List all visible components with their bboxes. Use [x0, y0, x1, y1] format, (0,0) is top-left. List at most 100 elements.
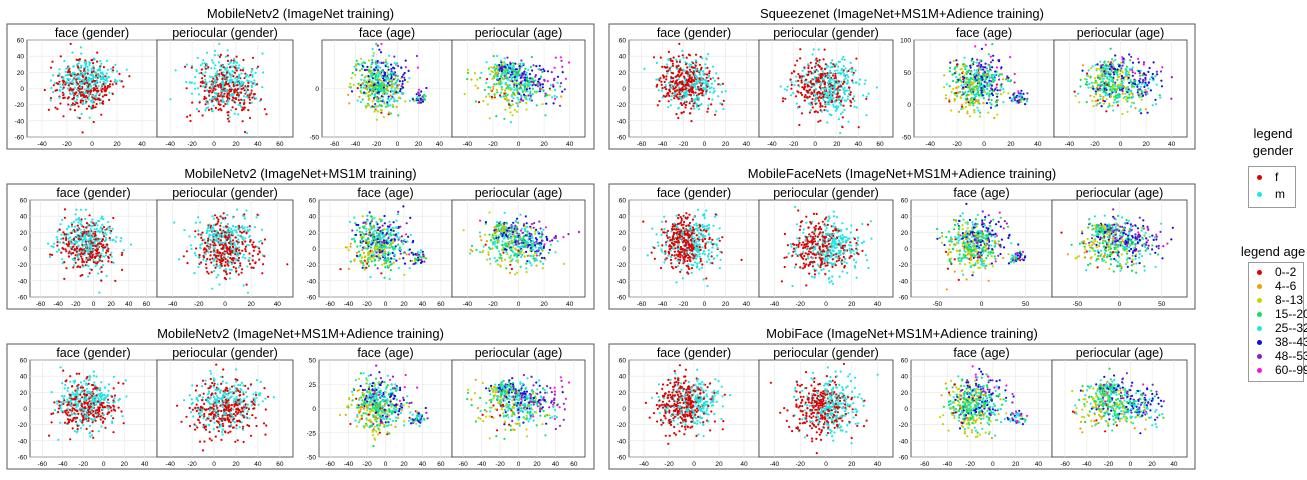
data-point	[109, 238, 112, 242]
data-point	[93, 234, 96, 238]
data-point	[418, 93, 421, 96]
data-point	[245, 132, 248, 135]
data-point	[819, 119, 822, 122]
data-point	[1095, 93, 1098, 96]
data-point	[261, 86, 264, 89]
data-point	[199, 64, 202, 67]
y-tick-label: -40	[18, 278, 28, 285]
data-point	[76, 236, 79, 239]
data-point	[389, 94, 392, 97]
data-point	[89, 228, 92, 231]
data-point	[779, 85, 782, 88]
x-tick-label: -40	[767, 141, 777, 148]
data-point	[229, 89, 233, 93]
data-point	[658, 79, 661, 82]
data-point	[706, 82, 709, 85]
data-point	[1139, 85, 1142, 88]
data-point	[52, 245, 55, 249]
data-point	[673, 84, 676, 87]
data-point	[242, 253, 245, 256]
data-point	[530, 55, 533, 59]
data-point	[389, 73, 392, 76]
data-point	[957, 78, 960, 81]
data-point	[60, 237, 63, 240]
data-point	[80, 87, 84, 90]
data-point	[190, 66, 193, 69]
data-point	[193, 87, 196, 90]
data-point	[560, 95, 563, 98]
data-point	[503, 92, 506, 95]
data-point	[218, 75, 221, 78]
data-point	[88, 92, 91, 95]
data-point	[717, 83, 720, 86]
data-point	[498, 80, 501, 83]
data-point	[386, 89, 389, 92]
data-point	[424, 95, 427, 98]
data-point	[1085, 100, 1088, 104]
data-point	[849, 93, 852, 96]
data-point	[800, 77, 803, 80]
data-point	[843, 108, 846, 112]
data-point	[959, 96, 962, 99]
data-point	[1131, 66, 1134, 69]
data-point	[395, 63, 398, 66]
data-point	[86, 96, 89, 99]
data-point	[104, 75, 107, 78]
data-point	[513, 79, 516, 82]
data-point	[660, 80, 663, 83]
data-point	[49, 99, 52, 102]
data-point	[667, 100, 670, 103]
data-point	[96, 87, 99, 90]
data-point	[975, 61, 978, 64]
data-point	[536, 85, 540, 88]
data-point	[77, 244, 80, 247]
data-point	[692, 105, 695, 108]
data-point	[694, 53, 698, 56]
data-point	[236, 67, 239, 70]
data-point	[63, 208, 67, 211]
data-point	[222, 71, 225, 74]
data-point	[505, 97, 508, 100]
data-point	[100, 76, 104, 79]
data-point	[525, 71, 528, 74]
data-point	[65, 80, 68, 83]
data-point	[690, 66, 694, 69]
data-point	[102, 255, 105, 258]
data-point	[848, 86, 851, 89]
data-point	[463, 92, 466, 96]
data-point	[219, 53, 222, 57]
data-point	[83, 82, 86, 86]
data-point	[1004, 78, 1008, 81]
data-point	[242, 102, 245, 106]
data-point	[510, 95, 513, 98]
data-point	[92, 68, 95, 71]
data-point	[494, 67, 498, 70]
data-point	[829, 69, 832, 72]
data-point	[828, 71, 831, 75]
data-point	[222, 85, 225, 88]
data-point	[552, 102, 555, 105]
data-point	[707, 104, 710, 107]
data-point	[401, 80, 404, 83]
data-point	[248, 262, 251, 265]
data-point	[70, 225, 73, 228]
x-tick-label: -20	[62, 141, 72, 148]
data-point	[99, 238, 102, 241]
data-point	[106, 243, 109, 246]
data-point	[842, 55, 845, 59]
data-point	[90, 71, 93, 74]
data-point	[80, 251, 83, 255]
data-point	[1113, 89, 1116, 92]
data-point	[218, 95, 221, 98]
data-point	[816, 111, 820, 114]
data-point	[67, 225, 70, 228]
data-point	[944, 94, 948, 97]
data-point	[77, 254, 80, 257]
data-point	[90, 251, 93, 254]
data-point	[807, 66, 810, 70]
data-point	[174, 69, 177, 72]
data-point	[1108, 78, 1111, 81]
data-point	[393, 99, 396, 102]
data-point	[830, 114, 833, 117]
data-point	[190, 92, 194, 95]
